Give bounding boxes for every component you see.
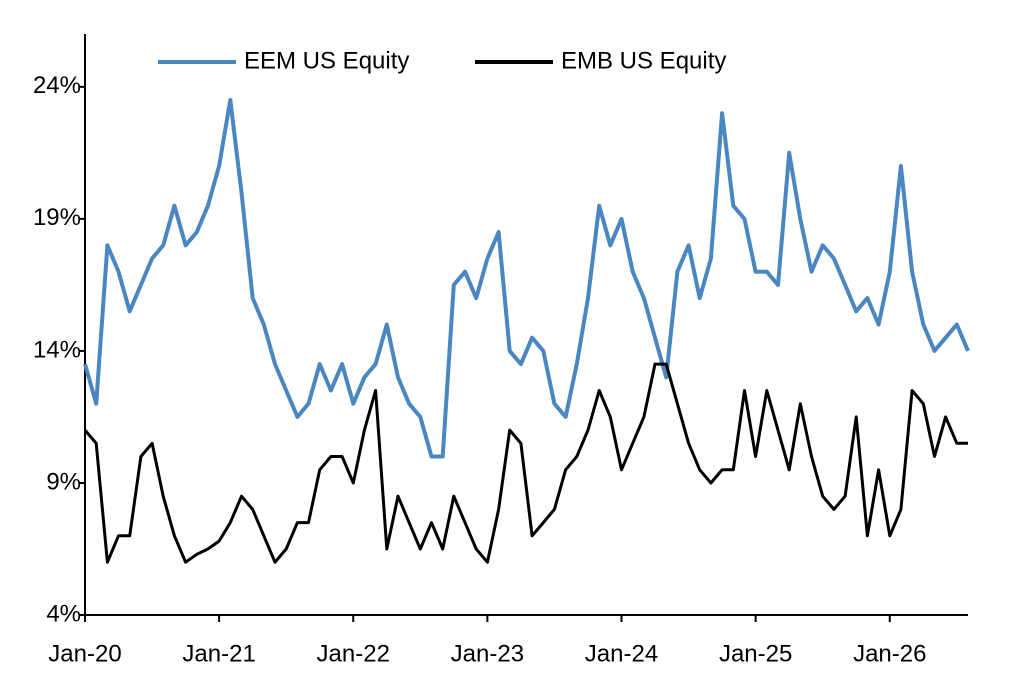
x-tick-label: Jan-26 [853, 640, 926, 667]
x-tick-label: Jan-23 [451, 640, 524, 667]
x-tick-label: Jan-25 [719, 640, 792, 667]
y-tick-label: 14% [33, 336, 81, 363]
series-line [83, 98, 970, 459]
x-tick-label: Jan-24 [585, 640, 658, 667]
x-tick-label: Jan-21 [182, 640, 255, 667]
x-tick-label: Jan-22 [317, 640, 390, 667]
legend-label: EMB US Equity [561, 47, 726, 74]
legend-label: EEM US Equity [244, 47, 409, 74]
x-tick-label: Jan-20 [48, 640, 121, 667]
y-tick-label: 4% [46, 600, 81, 627]
y-tick-label: 19% [33, 204, 81, 231]
series-line [83, 362, 968, 564]
y-tick-label: 9% [46, 468, 81, 495]
y-tick-label: 24% [33, 72, 81, 99]
